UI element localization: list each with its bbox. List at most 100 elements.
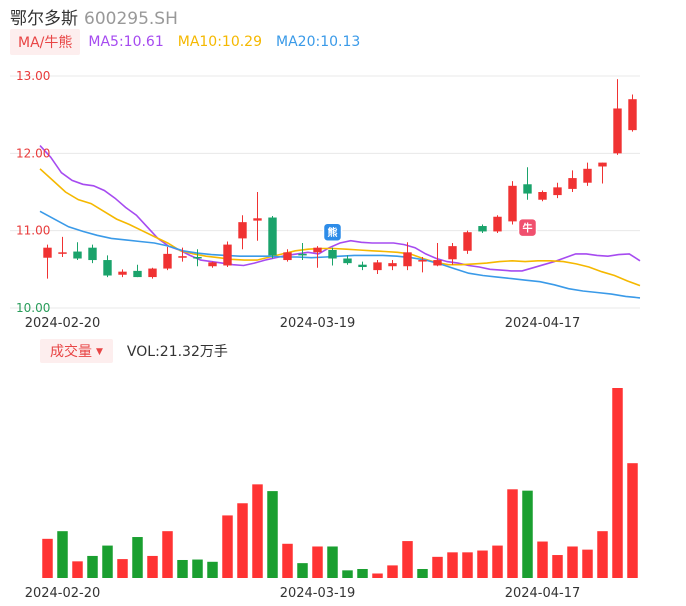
date-tick-label: 2024-04-17 <box>505 316 581 331</box>
stock-title: 鄂尔多斯 600295.SH <box>10 4 178 29</box>
volume-bar <box>357 568 368 578</box>
volume-bars <box>42 388 638 578</box>
volume-date-tick-label: 2024-04-17 <box>505 586 581 601</box>
volume-bar <box>132 537 143 578</box>
volume-bar <box>102 545 113 578</box>
candle <box>538 190 547 202</box>
candle <box>613 79 622 155</box>
candle <box>388 260 397 271</box>
candle-body <box>553 187 562 196</box>
volume-bar <box>417 568 428 578</box>
ma5-line <box>39 145 641 272</box>
candle <box>133 264 142 278</box>
volume-bar <box>42 538 53 578</box>
volume-bar <box>567 546 578 578</box>
volume-bar <box>387 565 398 578</box>
volume-bar <box>147 555 158 578</box>
volume-bar <box>477 550 488 578</box>
volume-date-tick-label: 2024-03-19 <box>280 586 356 601</box>
volume-bar <box>342 570 353 578</box>
price-tick-label: 11.00 <box>16 224 50 238</box>
volume-bar <box>297 563 308 578</box>
candle-body <box>88 247 97 261</box>
candle <box>43 244 52 279</box>
candle <box>298 243 307 261</box>
volume-bar <box>267 491 278 578</box>
volume-indicator-button[interactable]: 成交量 ▼ <box>40 339 113 363</box>
candle-body <box>628 99 637 131</box>
candle-body <box>58 252 67 254</box>
candle <box>73 242 82 261</box>
candle-body <box>343 258 352 264</box>
volume-button-label: 成交量 <box>50 344 92 360</box>
ma5-label: MA5:10.61 <box>88 34 164 50</box>
badge-label: 熊 <box>328 226 338 239</box>
volume-bar <box>462 552 473 578</box>
stock-name: 鄂尔多斯 <box>10 9 78 29</box>
candle <box>313 246 322 268</box>
volume-bar <box>432 556 443 578</box>
candle-body <box>223 244 232 266</box>
candle <box>358 261 367 271</box>
candle-body <box>73 251 82 259</box>
volume-bar <box>402 541 413 578</box>
stock-code: 600295.SH <box>84 9 178 29</box>
candle <box>223 241 232 268</box>
ma10-label: MA10:10.29 <box>177 34 263 50</box>
ma-lines <box>39 145 641 299</box>
candle-body <box>583 168 592 183</box>
candle-body <box>403 252 412 267</box>
candle <box>493 215 502 233</box>
candle <box>343 255 352 265</box>
candle <box>178 247 187 262</box>
volume-bar <box>552 555 563 578</box>
candle-body <box>493 216 502 232</box>
ma-indicator-button[interactable]: MA/牛熊 <box>10 29 81 55</box>
candle <box>88 244 97 264</box>
volume-bar <box>597 531 608 578</box>
bear-icon <box>322 222 343 242</box>
volume-bar <box>207 561 218 578</box>
candle-body <box>448 246 457 260</box>
candle-body <box>133 270 142 278</box>
volume-bar <box>192 559 203 578</box>
volume-bar <box>492 545 503 578</box>
candle-body <box>418 260 427 262</box>
candle-body <box>163 253 172 269</box>
volume-bar <box>117 559 128 578</box>
volume-bar <box>237 503 248 578</box>
candle <box>478 224 487 233</box>
volume-bar <box>72 561 83 578</box>
volume-bar <box>87 555 98 578</box>
volume-bar <box>612 388 623 578</box>
candle <box>103 255 112 278</box>
volume-bar <box>447 552 458 578</box>
volume-bar <box>312 546 323 578</box>
candle-body <box>373 262 382 271</box>
volume-bar <box>372 573 383 578</box>
caret-down-icon: ▼ <box>96 347 103 357</box>
ma-legend: MA/牛熊 MA5:10.61 MA10:10.29 MA20:10.13 <box>10 29 374 55</box>
volume-bar <box>57 531 68 578</box>
candle <box>418 256 427 273</box>
volume-bar <box>627 463 638 578</box>
candle <box>508 181 517 225</box>
candle <box>253 192 262 241</box>
volume-date-tick-label: 2024-02-20 <box>25 586 101 601</box>
date-axis: 2024-02-20 2024-03-19 2024-04-17 2024-02-20… <box>25 316 581 601</box>
candle-body <box>508 185 517 222</box>
candle-body <box>613 108 622 154</box>
volume-bar <box>222 515 233 578</box>
candle-body <box>358 264 367 268</box>
price-tick-label: 13.00 <box>16 69 50 83</box>
candle <box>208 261 217 268</box>
bear-signal-badge: 熊 <box>322 222 343 242</box>
volume-bar <box>177 559 188 578</box>
candle-body <box>598 162 607 167</box>
candle-body <box>193 256 202 259</box>
candle <box>463 230 472 254</box>
candle <box>598 162 607 184</box>
candle-body <box>328 250 337 259</box>
candle-body <box>463 232 472 251</box>
